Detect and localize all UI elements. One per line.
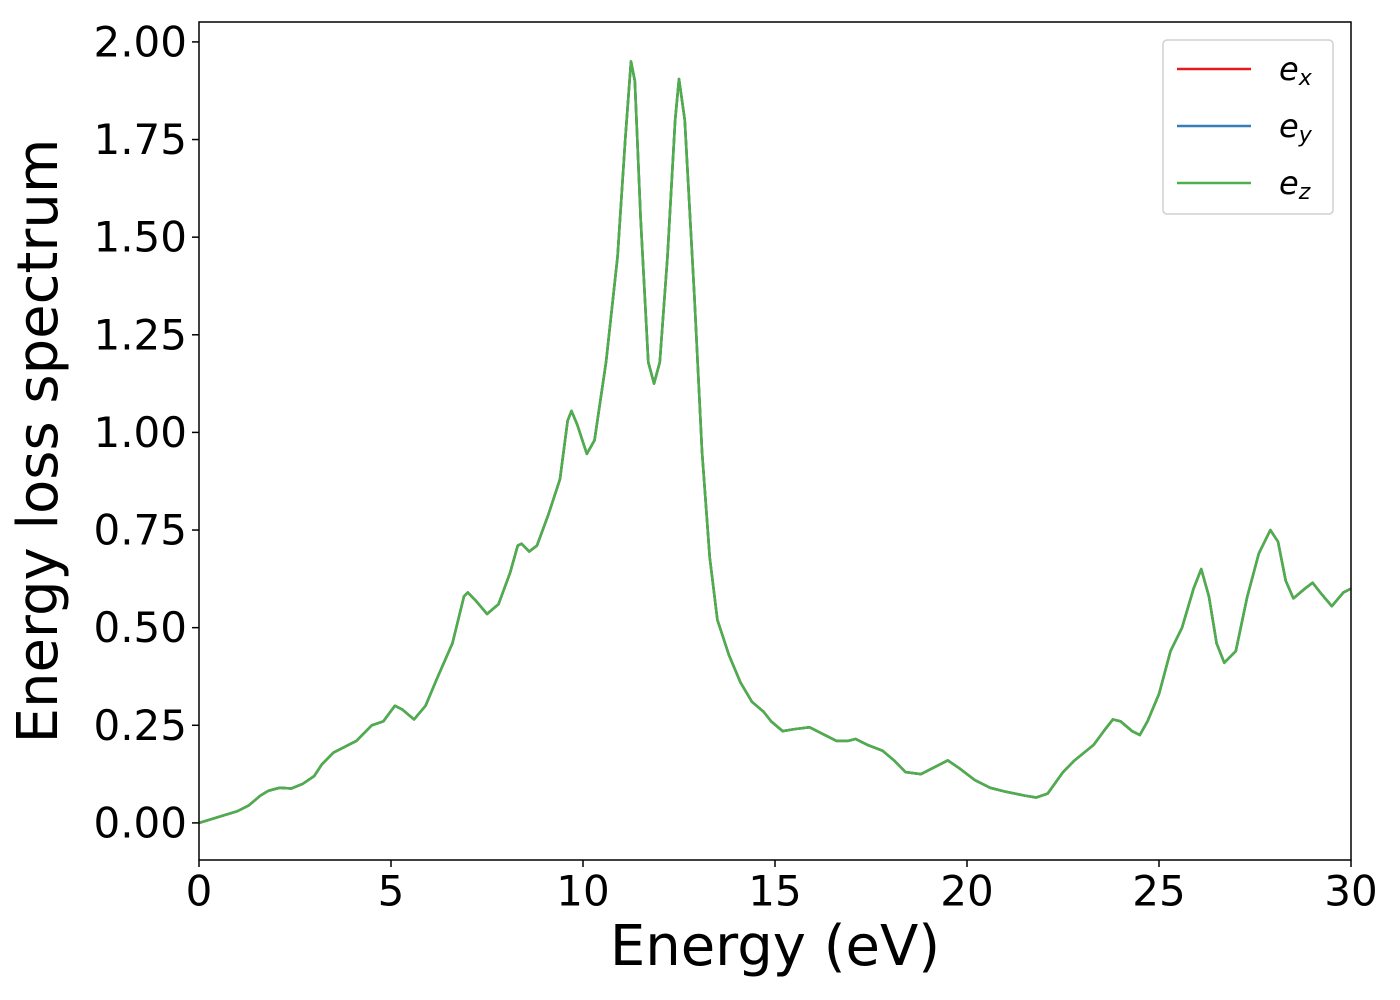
legend-label: ez [1279, 164, 1311, 205]
plot-frame [198, 21, 1352, 861]
x-axis-label: Energy (eV) [610, 914, 940, 979]
y-tick-label: 1.75 [93, 115, 187, 164]
y-tick-label: 0.75 [93, 506, 187, 555]
x-tick-label: 20 [940, 867, 993, 916]
y-axis-label: Energy loss spectrum [6, 139, 71, 744]
x-tick-label: 25 [1132, 867, 1185, 916]
x-tick-label: 5 [378, 867, 405, 916]
x-tick-label: 10 [556, 867, 609, 916]
y-tick-label: 2.00 [93, 17, 187, 66]
x-tick-label: 15 [748, 867, 801, 916]
x-tick-label: 0 [186, 867, 213, 916]
y-tick-label: 0.25 [93, 701, 187, 750]
y-tick-label: 1.25 [93, 310, 187, 359]
y-tick-label: 1.50 [93, 213, 187, 262]
line-series [198, 60, 1352, 825]
legend-label: ex [1279, 50, 1313, 91]
y-tick-label: 0.00 [93, 798, 187, 847]
legend-label: ey [1279, 107, 1313, 148]
y-tick-label: 1.00 [93, 408, 187, 457]
y-tick-label: 0.50 [93, 603, 187, 652]
x-tick-label: 30 [1324, 867, 1377, 916]
